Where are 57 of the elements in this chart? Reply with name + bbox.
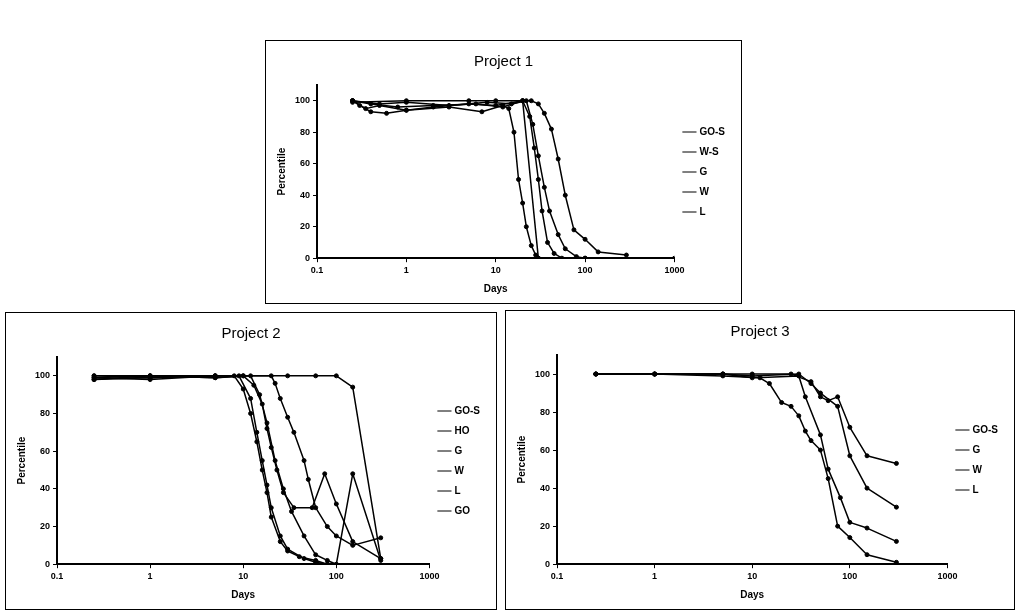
chart-title: Project 1	[473, 52, 534, 70]
x-tick-label: 1	[403, 265, 409, 276]
legend-label: G	[454, 444, 463, 456]
x-tick-label: 100	[328, 571, 344, 582]
y-tick-label: 40	[40, 483, 51, 494]
legend-label: L	[454, 484, 461, 496]
x-tick-label: 10	[747, 571, 758, 582]
y-tick-label: 60	[540, 444, 551, 455]
y-axis-title: Percentile	[15, 436, 27, 485]
x-tick-label: 0.1	[550, 571, 564, 582]
y-tick-label: 100	[534, 368, 551, 379]
x-tick-label: 0.1	[310, 265, 324, 276]
y-tick-label: 60	[300, 158, 311, 169]
chart-title: Project 3	[730, 322, 790, 340]
y-tick-label: 20	[540, 520, 551, 531]
y-tick-label: 80	[300, 126, 311, 137]
x-tick-label: 10	[238, 571, 249, 582]
legend-label: W	[699, 185, 710, 197]
y-tick-label: 0	[45, 558, 51, 569]
y-tick-label: 100	[34, 370, 51, 381]
chart-title: Project 2	[221, 324, 281, 342]
x-tick-label: 1000	[937, 571, 958, 582]
y-tick-label: 80	[40, 407, 51, 418]
y-axis-title: Percentile	[515, 435, 527, 484]
y-tick-label: 40	[540, 482, 551, 493]
y-tick-label: 0	[545, 558, 551, 569]
legend-label: L	[699, 205, 706, 217]
y-tick-label: 0	[305, 252, 311, 263]
x-tick-label: 1	[147, 571, 153, 582]
legend-label: G	[972, 443, 981, 455]
x-axis-title: Days	[740, 588, 765, 600]
legend-label: W	[454, 464, 465, 476]
legend-label: W-S	[699, 145, 720, 157]
x-tick-label: 1	[652, 571, 658, 582]
x-axis-title: Days	[483, 282, 509, 294]
legend-label: GO-S	[972, 423, 999, 435]
x-axis-title: Days	[231, 588, 256, 600]
legend-label: GO-S	[454, 404, 481, 416]
x-tick-label: 100	[842, 571, 858, 582]
y-tick-label: 40	[300, 189, 311, 200]
y-tick-label: 20	[300, 221, 311, 232]
legend-label: GO	[454, 504, 471, 516]
x-tick-label: 0.1	[50, 571, 64, 582]
y-tick-label: 100	[294, 95, 311, 106]
legend-label: HO	[454, 424, 470, 436]
legend-label: G	[699, 165, 708, 177]
x-tick-label: 1000	[664, 265, 685, 276]
y-tick-label: 20	[40, 521, 51, 532]
legend-label: GO-S	[699, 125, 726, 137]
x-tick-label: 10	[490, 265, 501, 276]
y-tick-label: 80	[540, 406, 551, 417]
legend-label: W	[972, 463, 983, 475]
y-tick-label: 60	[40, 445, 51, 456]
y-axis-title: Percentile	[275, 147, 287, 196]
x-tick-label: 100	[577, 265, 593, 276]
x-tick-label: 1000	[419, 571, 440, 582]
legend-label: L	[972, 483, 979, 495]
